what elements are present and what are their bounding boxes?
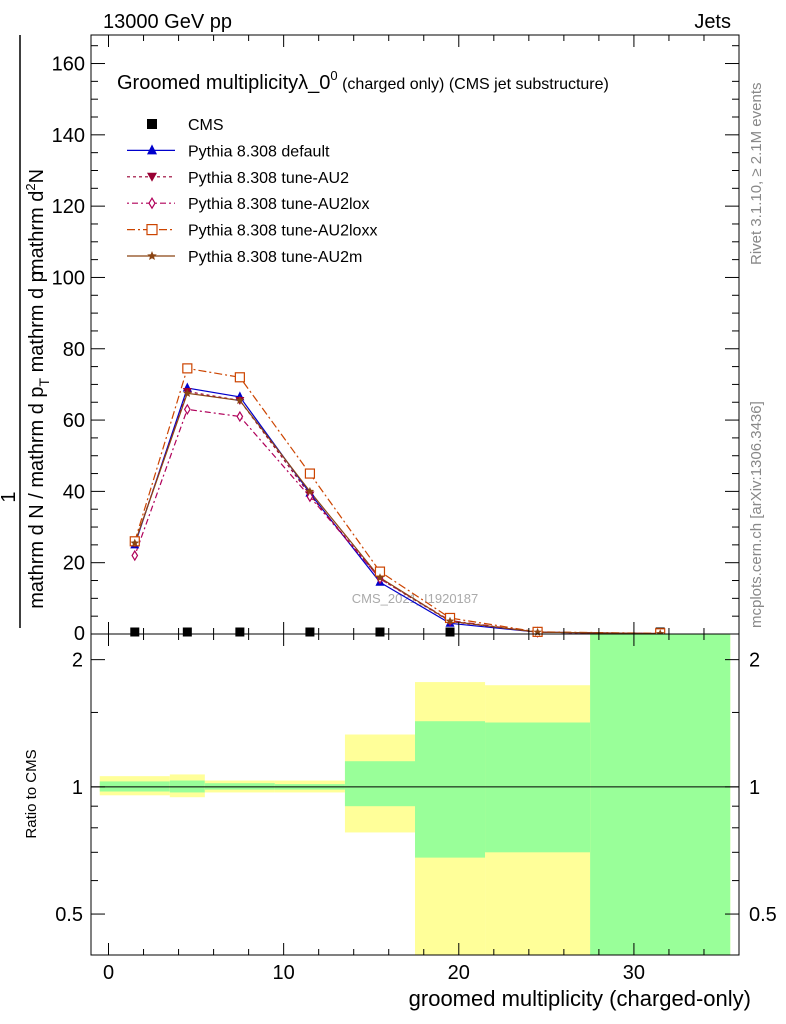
legend-marker-2 [147,172,157,182]
legend-label-0: CMS [188,117,224,134]
xtick-label-0: 0 [103,962,114,984]
legend-marker-4 [146,224,158,236]
main-ytick-label-40: 40 [63,481,85,503]
data-point-s5-5 [445,616,455,625]
ratio-band-green-7 [590,634,731,955]
legend-label-3: Pythia 8.308 tune-AU2lox [188,196,369,213]
data-point-s3-3 [306,491,314,503]
ratio-ytick-label-right-2: 2 [749,650,760,672]
main-title: Groomed multiplicityλ_00 (charged only) … [117,68,609,94]
data-point-s3-2 [236,410,244,423]
ratio-band-green-6 [485,722,591,853]
xtick-label-30: 30 [623,962,645,984]
data-point-s0-4 [375,627,385,637]
ratio-ylabel: Ratio to CMS [23,749,40,838]
legend-label-2: Pythia 8.308 tune-AU2 [188,170,349,187]
header-right: Jets [694,11,731,33]
ylabel-numerator: 1 [0,491,20,502]
legend-marker-5 [147,251,157,260]
data-point-s4-1 [182,363,193,374]
data-point-s0-5 [445,627,455,637]
main-ytick-label-140: 140 [52,125,85,147]
main-ytick-label-60: 60 [63,410,85,432]
series-line-5 [134,392,661,635]
main-ytick-label-120: 120 [52,196,85,218]
data-point-s5-4 [375,573,385,582]
data-point-s3-1 [183,403,191,416]
ratio-band-green-5 [415,721,486,858]
ylabel-denominator: mathrm d N / mathrm d pT mathrm d p [26,271,52,609]
rivet-label: Rivet 3.1.10, ≥ 2.1M events [748,83,765,266]
data-point-s5-0 [130,538,140,547]
data-point-s4-3 [304,468,316,479]
main-plot: CMS_2021_I1920187 204060801001201401600 … [52,34,740,645]
data-point-s4-2 [234,372,245,383]
main-ytick-label-160: 160 [52,54,85,76]
xtick-label-20: 20 [448,962,470,984]
data-point-s5-2 [235,396,245,405]
legend-label-1: Pythia 8.308 default [188,143,330,160]
ratio-band-green-4 [344,761,415,807]
data-point-s0-1 [182,627,192,637]
ratio-ytick-label-right-0: 0.5 [749,904,777,926]
data-point-s3-0 [131,549,139,562]
legend: CMS Pythia 8.308 default Pythia 8.308 tune… [127,117,377,266]
ratio-frame [90,633,740,956]
legend-marker-1 [147,144,157,155]
xtick-label-10: 10 [273,962,295,984]
mcplots-label: mcplots.cern.ch [arXiv:1306.3436] [748,401,765,628]
ratio-ytick-label-right-1: 1 [749,777,760,799]
data-point-s0-3 [305,627,315,637]
main-ylabel: 1 mathrm d2N mathrm d N / mathrm d pT ma… [0,35,52,628]
xlabel: groomed multiplicity (charged-only) [409,986,751,1011]
ratio-ytick-label-1: 1 [72,777,83,799]
main-ytick-label-80: 80 [63,339,85,361]
ylabel-top: mathrm d2N [23,169,48,275]
data-point-s0-0 [130,627,140,637]
main-axis-ticks: 20 40 60 80 100 120 140 160 0 [52,35,739,645]
main-ytick-label-100: 100 [52,267,85,289]
ratio-plot: 0 10 20 30 0.5 0.5 1 1 2 2 Ratio to CMS groomed m… [23,633,777,1011]
legend-marker-0 [147,119,157,129]
series-line-3 [134,408,661,635]
legend-label-4: Pythia 8.308 tune-AU2loxx [188,223,377,240]
ratio-axis-ticks: 0 10 20 30 0.5 0.5 1 1 2 2 [55,634,777,984]
watermark: CMS_2021_I1920187 [352,591,479,606]
main-ytick-label-20: 20 [63,553,85,575]
ratio-ytick-label-2: 2 [72,650,83,672]
legend-label-5: Pythia 8.308 tune-AU2m [188,249,362,266]
data-point-s0-2 [235,627,245,637]
data-point-s5-3 [305,486,315,495]
ratio-ytick-label-0: 0.5 [55,904,83,926]
legend-marker-3 [148,197,156,210]
series-line-4 [134,367,661,634]
main-ytick-label-0: 0 [74,623,85,645]
data-point-s5-1 [183,388,192,397]
header-left: 13000 GeV pp [103,11,232,33]
